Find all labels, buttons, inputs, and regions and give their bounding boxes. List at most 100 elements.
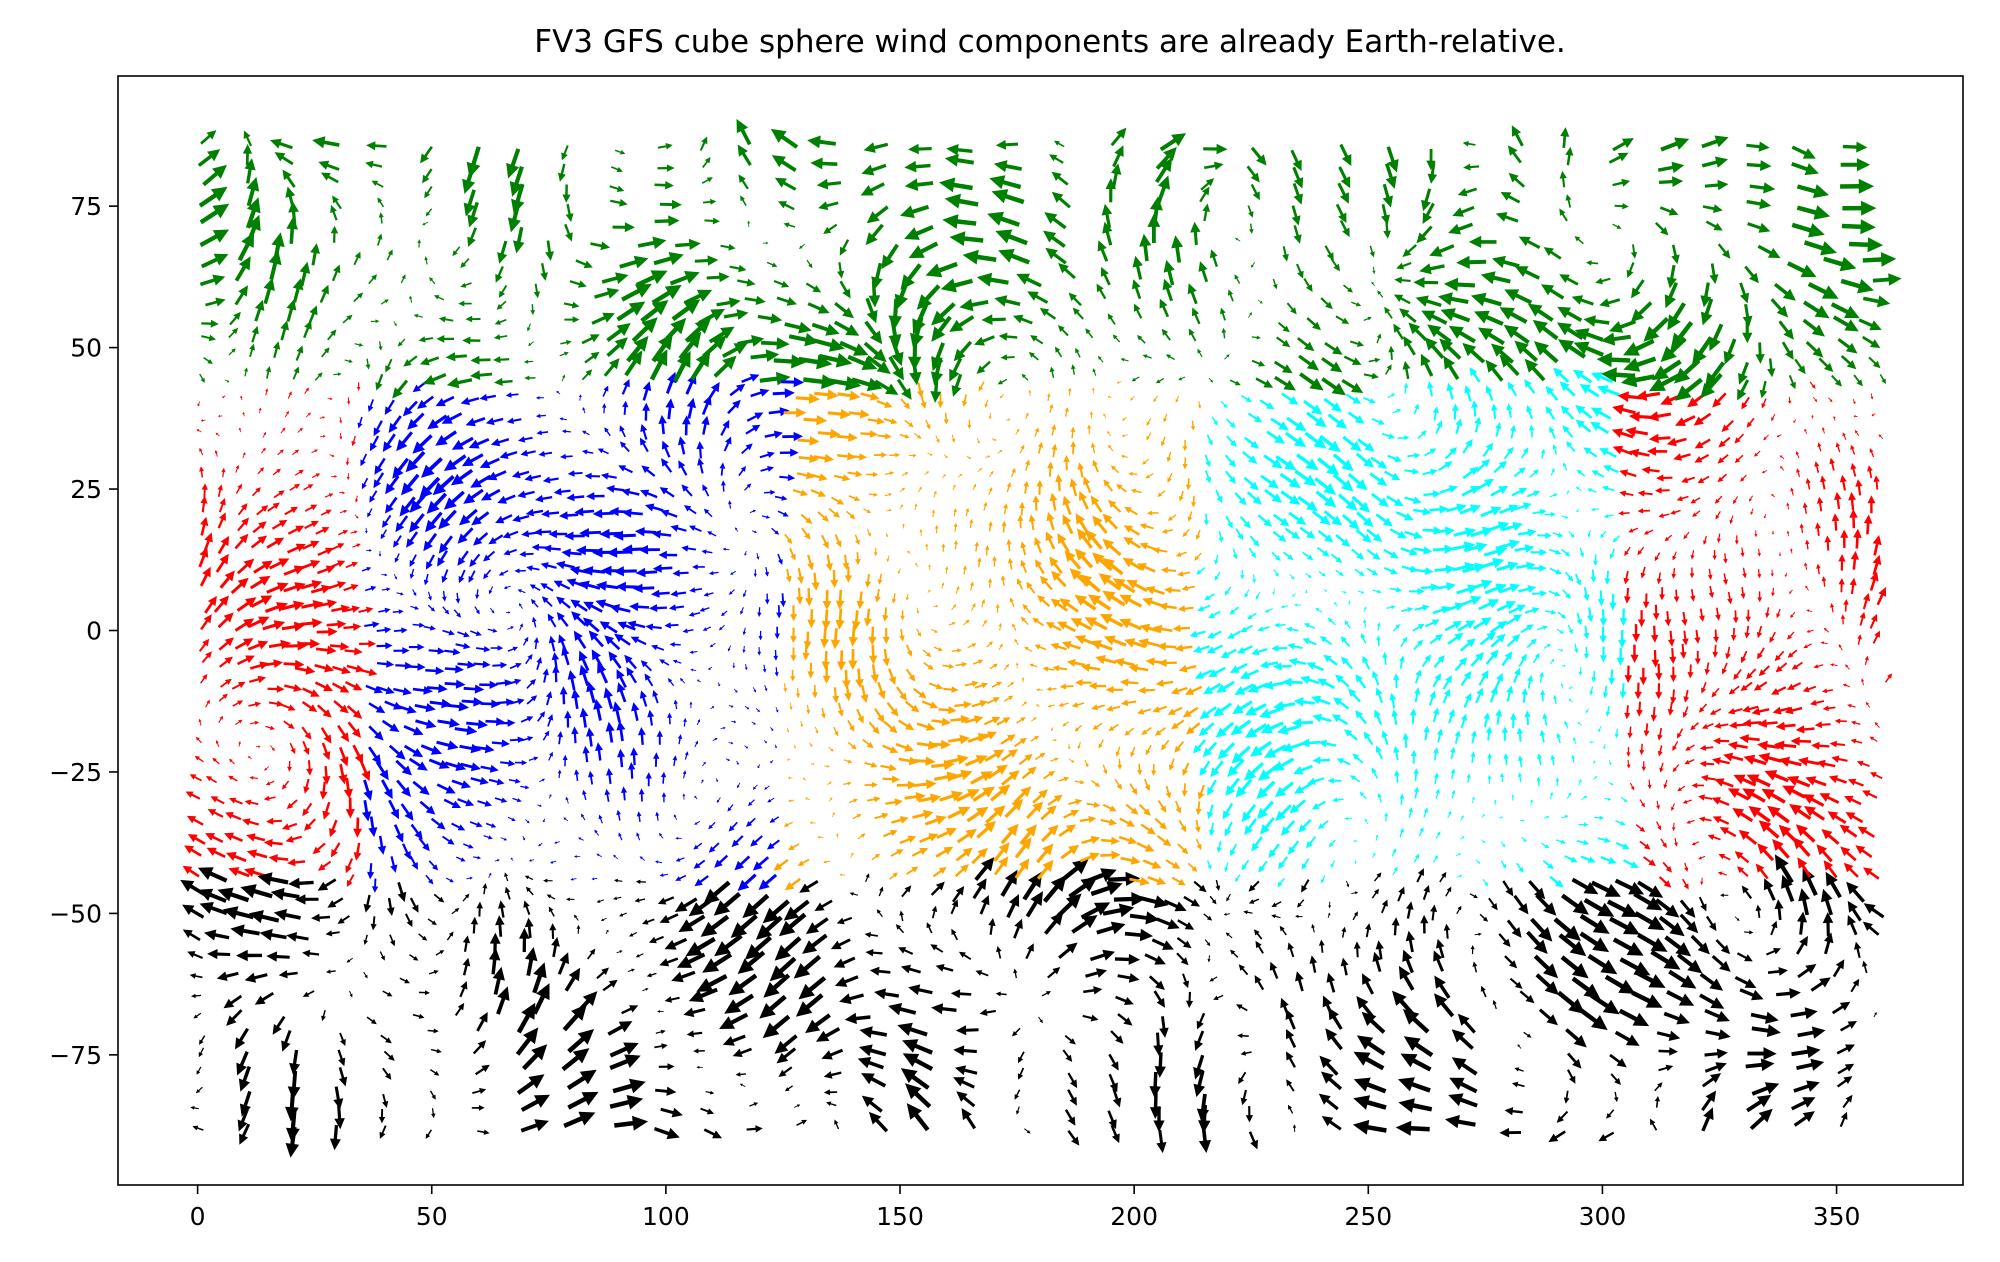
wind-vector	[1548, 1130, 1566, 1143]
wind-vector	[538, 842, 543, 847]
wind-vector	[1598, 726, 1602, 733]
wind-vector	[412, 1013, 425, 1019]
wind-vector	[1057, 621, 1076, 633]
wind-vector	[961, 1108, 977, 1130]
wind-vector	[797, 568, 804, 584]
wind-vector	[1823, 256, 1857, 272]
wind-vector	[1248, 312, 1253, 318]
wind-vector	[246, 176, 260, 207]
wind-vector	[240, 395, 243, 400]
wind-vector	[1651, 650, 1660, 668]
wind-vector	[1352, 911, 1358, 921]
wind-vector	[1471, 730, 1477, 744]
wind-vector	[1072, 307, 1084, 320]
wind-vector	[1784, 706, 1803, 715]
wind-vector	[1432, 544, 1455, 554]
wind-vector	[1315, 490, 1337, 508]
wind-vector	[586, 492, 605, 501]
wind-vector	[1675, 415, 1696, 426]
wind-vector	[953, 1045, 977, 1056]
wind-vector	[1197, 604, 1211, 612]
wind-vector	[902, 523, 905, 529]
wind-vector	[1559, 274, 1579, 286]
wind-vector	[1520, 819, 1525, 822]
wind-vector	[855, 668, 864, 689]
wind-vector	[1457, 1013, 1476, 1034]
wind-vector	[1463, 542, 1488, 553]
wind-vector	[1838, 578, 1845, 593]
wind-vector	[406, 531, 419, 548]
wind-vector	[1322, 995, 1335, 1018]
wind-vector	[655, 860, 663, 864]
wind-vector	[947, 806, 971, 820]
wind-vector	[916, 284, 941, 310]
wind-vector	[1797, 911, 1808, 935]
wind-vector	[1203, 143, 1228, 155]
wind-vector	[1507, 145, 1522, 164]
wind-vector	[581, 334, 600, 345]
wind-vector	[1386, 605, 1396, 610]
wind-vector	[1356, 996, 1375, 1019]
wind-vector	[265, 388, 269, 396]
wind-vector	[1613, 1091, 1619, 1103]
wind-vector	[863, 142, 889, 153]
wind-vector	[913, 756, 936, 766]
wind-vector	[1628, 527, 1639, 533]
x-tick-label: 200	[1110, 1202, 1158, 1231]
wind-vector	[602, 385, 609, 397]
wind-vector	[1155, 147, 1177, 170]
wind-vector	[867, 417, 885, 425]
wind-vector	[1524, 358, 1546, 382]
wind-vector	[1868, 356, 1881, 369]
wind-vector	[1293, 764, 1313, 775]
wind-vector	[1521, 688, 1528, 703]
wind-vector	[317, 704, 332, 718]
wind-vector	[337, 915, 350, 924]
wind-vector	[1227, 289, 1234, 302]
wind-vector	[907, 550, 911, 555]
wind-vector	[861, 163, 887, 176]
wind-vector	[547, 714, 554, 727]
wind-vector	[456, 856, 466, 862]
wind-vector	[1389, 528, 1407, 539]
wind-vector	[642, 381, 652, 401]
wind-vector	[1575, 405, 1593, 419]
wind-vector	[962, 249, 997, 265]
wind-vector	[702, 157, 711, 168]
wind-vector	[322, 801, 331, 820]
wind-vector	[1478, 599, 1500, 611]
wind-vector	[199, 274, 226, 287]
wind-vector	[571, 726, 579, 744]
wind-vector	[1451, 1057, 1478, 1076]
wind-vector	[1393, 323, 1404, 340]
wind-vector	[949, 231, 984, 246]
wind-vector	[1561, 815, 1569, 819]
wind-vector	[1616, 647, 1625, 666]
wind-vector	[1509, 977, 1523, 989]
wind-vector	[1156, 917, 1180, 930]
wind-vector	[753, 569, 757, 578]
wind-vector	[286, 799, 298, 809]
wind-vector	[730, 570, 736, 575]
wind-vector	[1187, 511, 1193, 522]
wind-vector	[1409, 708, 1417, 724]
wind-vector	[1347, 600, 1351, 606]
wind-vector	[520, 716, 534, 723]
wind-vector	[1804, 562, 1808, 570]
wind-vector	[1125, 803, 1139, 815]
wind-vector	[675, 836, 682, 840]
wind-vector	[1277, 322, 1290, 333]
wind-vector	[419, 476, 441, 499]
wind-vector	[1549, 791, 1554, 800]
wind-vector	[1746, 1094, 1772, 1113]
wind-vector	[210, 796, 225, 805]
wind-vector	[1487, 753, 1493, 765]
wind-vector	[1062, 514, 1074, 535]
wind-vector	[1491, 343, 1514, 364]
wind-vector	[638, 788, 645, 802]
wind-vector	[254, 299, 265, 322]
wind-vector	[900, 398, 911, 410]
wind-vector	[742, 893, 770, 919]
wind-vector	[1773, 282, 1796, 301]
wind-vector	[1081, 835, 1101, 845]
